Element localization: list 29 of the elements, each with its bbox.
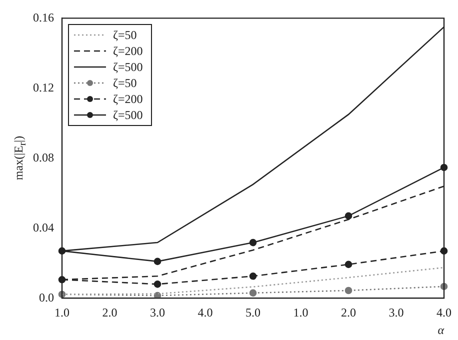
x-tick-label: 2.0 [102, 306, 118, 320]
y-tick-label: 0.16 [33, 10, 54, 24]
point [344, 286, 352, 294]
legend-label: ζ=200 [113, 44, 143, 59]
x-tick-label: 5.0 [246, 306, 260, 320]
point [154, 258, 162, 266]
y-tick-label: 0.0 [39, 290, 54, 304]
y-tick-label: 0.08 [33, 150, 54, 164]
point [154, 280, 162, 288]
x-tick-label: 1.0 [293, 306, 308, 320]
point [249, 289, 257, 297]
point [249, 238, 257, 246]
legend-label: ζ=50 [113, 76, 137, 91]
legend-label: ζ=500 [113, 60, 143, 75]
y-tick-label: 0.12 [33, 80, 54, 94]
x-tick-label: 4.0 [198, 306, 213, 320]
legend-label: ζ=500 [113, 108, 143, 123]
x-tick-label: 3.0 [150, 306, 165, 320]
x-tick-label: 2.0 [341, 306, 356, 320]
y-tick-label: 0.04 [33, 220, 54, 234]
legend-label: ζ=200 [113, 92, 143, 107]
x-tick-label: 3.0 [388, 306, 404, 320]
legend-label: ζ=50 [113, 28, 137, 43]
point [344, 212, 352, 220]
point [249, 272, 257, 280]
x-tick-label: 4.0 [436, 306, 452, 320]
x-tick-label: 1.0 [54, 306, 70, 320]
x-axis-title: α [438, 322, 445, 337]
point [344, 260, 352, 268]
